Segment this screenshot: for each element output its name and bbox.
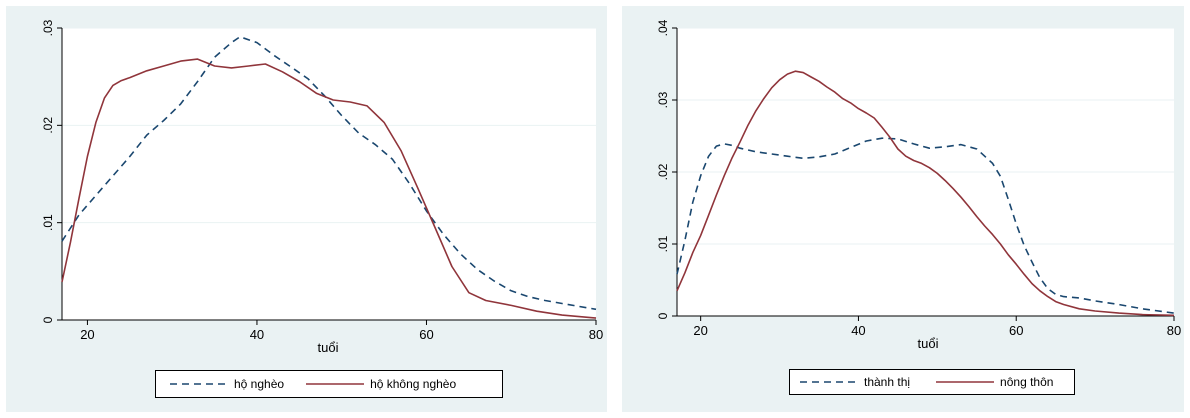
x-tick-label: 40 [250,327,264,342]
chart-panel-left: 0 .01 .02 .03 20 40 60 80 tuổi hộ nghèo hộ không… [6,6,607,412]
chart-panel-right: 0 .01 .02 .03 .04 20 40 60 80 tuổi thành thị nông… [622,6,1184,412]
legend-right: thành thị nông thôn [789,369,1075,395]
y-tick-label: .02 [41,117,55,134]
y-tick-label: .01 [41,214,55,231]
x-tick-label: 40 [851,323,865,338]
x-axis-title: tuổi [318,340,339,355]
legend-swatch-dashed [170,383,228,385]
legend-swatch-solid [936,381,995,383]
legend-label: hộ nghèo [234,377,285,391]
legend-item-series1: thành thị [800,375,910,389]
legend-swatch-solid [306,383,365,385]
series-line-dashed [676,137,1175,314]
plot-area [62,28,596,320]
x-tick-label: 20 [80,327,94,342]
legend-swatch-dashed [800,381,858,383]
y-tick-label: 0 [41,316,55,323]
legend-label: nông thôn [1000,375,1054,389]
x-tick-label: 20 [693,323,707,338]
y-tick-label: 0 [656,312,670,319]
legend-label: hộ không nghèo [370,377,457,391]
legend-item-series2: hộ không nghèo [306,377,456,391]
y-tick-label: .01 [656,235,670,252]
y-tick-label: .03 [41,19,55,36]
legend-left: hộ nghèo hộ không nghèo [155,370,503,398]
x-tick-label: 60 [1009,323,1023,338]
y-tick-label: .04 [656,19,670,36]
legend-item-series2: nông thôn [936,375,1053,389]
x-tick-label: 80 [1167,323,1181,338]
chart-right: 0 .01 .02 .03 .04 20 40 60 80 tuổi [656,19,1181,351]
y-tick-label: .03 [656,91,670,108]
x-tick-label: 60 [419,327,433,342]
legend-label: thành thị [864,375,911,389]
x-tick-label: 80 [589,327,603,342]
series-line-solid [61,58,597,319]
legend-item-series1: hộ nghèo [170,377,284,391]
series-line-solid [676,70,1175,317]
y-tick-label: .02 [656,163,670,180]
x-axis-title: tuổi [918,336,939,351]
chart-left: 0 .01 .02 .03 20 40 60 80 tuổi [41,19,603,355]
